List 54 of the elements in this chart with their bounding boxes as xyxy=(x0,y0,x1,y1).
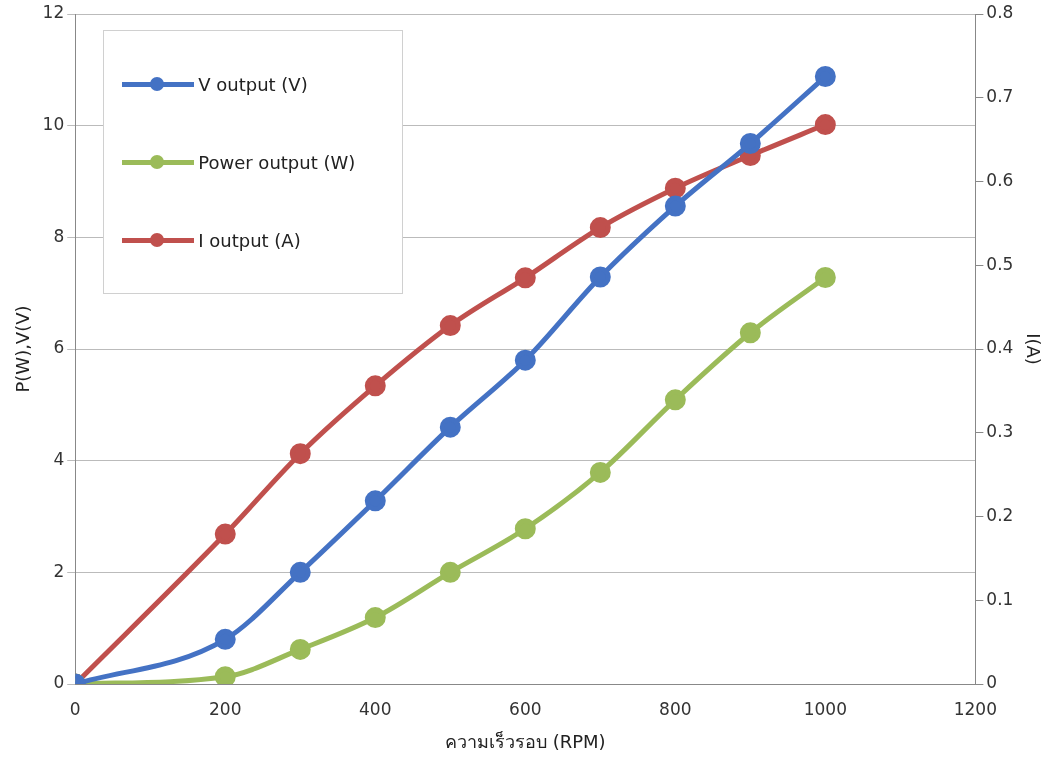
y2-tick-label: 0.8 xyxy=(986,2,1014,23)
x-tick-label: 400 xyxy=(359,698,392,719)
point xyxy=(739,322,761,344)
point xyxy=(814,114,836,136)
y2-tick-label: 0.5 xyxy=(986,253,1014,274)
point xyxy=(214,628,236,650)
y-tick-label: 0 xyxy=(53,672,65,693)
point xyxy=(589,461,611,483)
point xyxy=(589,217,611,239)
y2-axis-title: I(A) xyxy=(1022,333,1044,365)
point xyxy=(514,518,536,540)
legend-label: Power output (W) xyxy=(198,151,356,173)
point xyxy=(439,315,461,337)
y2-tick-label: 0.4 xyxy=(986,337,1014,358)
point xyxy=(289,638,311,660)
point xyxy=(289,443,311,465)
x-tick-label: 800 xyxy=(659,698,692,719)
point xyxy=(514,349,536,371)
y2-tick-label: 0.3 xyxy=(986,421,1014,442)
point xyxy=(364,607,386,629)
point xyxy=(739,133,761,155)
point xyxy=(439,561,461,583)
y-tick-label: 10 xyxy=(42,114,65,135)
y-tick-label: 6 xyxy=(53,337,65,358)
y2-tick-label: 0.7 xyxy=(986,86,1014,107)
legend-label: V output (V) xyxy=(198,73,308,95)
point xyxy=(214,523,236,545)
x-axis-title: ความเร็วรอบ (RPM) xyxy=(444,729,606,752)
y2-tick-label: 0.2 xyxy=(986,504,1014,525)
point xyxy=(814,267,836,289)
x-tick-label: 200 xyxy=(209,698,242,719)
x-tick-label: 1200 xyxy=(953,698,997,719)
point xyxy=(664,389,686,411)
x-tick-label: 0 xyxy=(69,698,81,719)
point xyxy=(364,490,386,512)
x-tick-label: 1000 xyxy=(803,698,847,719)
y-tick-label: 4 xyxy=(53,449,65,470)
y-tick-label: 2 xyxy=(53,560,65,581)
point xyxy=(439,416,461,438)
y-axis-title: P(W),V(V) xyxy=(12,305,34,393)
y-tick-label: 8 xyxy=(53,225,65,246)
y-tick-label: 12 xyxy=(42,2,65,23)
point xyxy=(664,177,686,199)
point xyxy=(289,561,311,583)
y2-tick-label: 0.6 xyxy=(986,169,1014,190)
point xyxy=(664,195,686,217)
legend-label: I output (A) xyxy=(198,229,301,251)
point xyxy=(814,66,836,88)
y2-tick-label: 0.1 xyxy=(986,588,1014,609)
point xyxy=(589,266,611,288)
y2-tick-label: 0 xyxy=(986,672,998,693)
point xyxy=(514,267,536,289)
point xyxy=(364,375,386,397)
x-tick-label: 600 xyxy=(509,698,542,719)
